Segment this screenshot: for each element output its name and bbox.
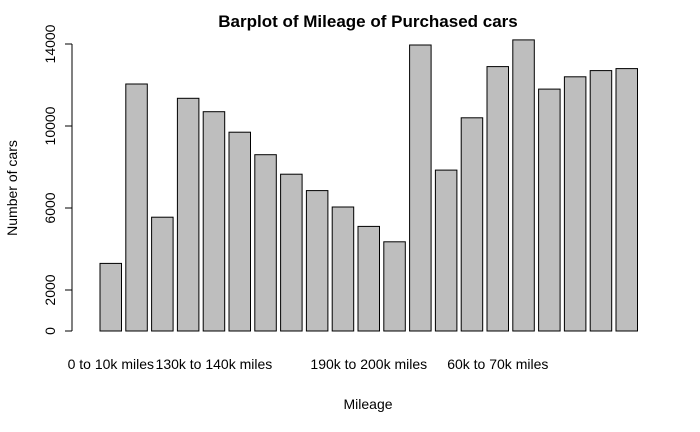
bar-11 <box>357 225 380 332</box>
x-axis-label: Mileage <box>343 396 392 412</box>
bar-16 <box>486 66 509 332</box>
bar-3 <box>151 216 174 332</box>
chart-title: Barplot of Mileage of Purchased cars <box>218 12 517 31</box>
bar-17 <box>512 39 535 332</box>
bar-8 <box>280 173 303 332</box>
bar-5 <box>202 111 226 332</box>
bar-21 <box>615 68 638 332</box>
x-tick-label: 60k to 70k miles <box>447 356 548 372</box>
bar-1 <box>99 262 122 332</box>
bar-13 <box>409 44 432 332</box>
y-tick-label: 10000 <box>42 106 58 145</box>
x-tick-label: 190k to 200k miles <box>310 356 427 372</box>
x-tick-labels: 0 to 10k miles 130k to 140k miles 190k to … <box>68 356 549 372</box>
y-tick-label: 6000 <box>42 192 58 223</box>
bar-12 <box>383 241 406 332</box>
bar-19 <box>563 76 587 332</box>
bar-4 <box>176 97 200 332</box>
bar-2 <box>125 83 148 332</box>
bar-14 <box>434 169 458 332</box>
x-tick-label: 130k to 140k miles <box>156 356 273 372</box>
bars-group <box>99 39 638 332</box>
bar-6 <box>228 131 251 332</box>
bar-18 <box>538 88 561 332</box>
y-tick-label: 14000 <box>42 24 58 63</box>
x-tick-label: 0 to 10k miles <box>68 356 154 372</box>
bar-10 <box>331 206 355 332</box>
y-axis: 0 2000 6000 10000 14000 <box>42 24 73 335</box>
bar-15 <box>460 117 484 332</box>
y-tick-label: 2000 <box>42 274 58 305</box>
bar-20 <box>589 70 613 332</box>
bar-7 <box>254 154 277 332</box>
y-tick-label: 0 <box>42 327 58 335</box>
bar-9 <box>305 190 329 332</box>
y-axis-label: Number of cars <box>4 140 20 236</box>
